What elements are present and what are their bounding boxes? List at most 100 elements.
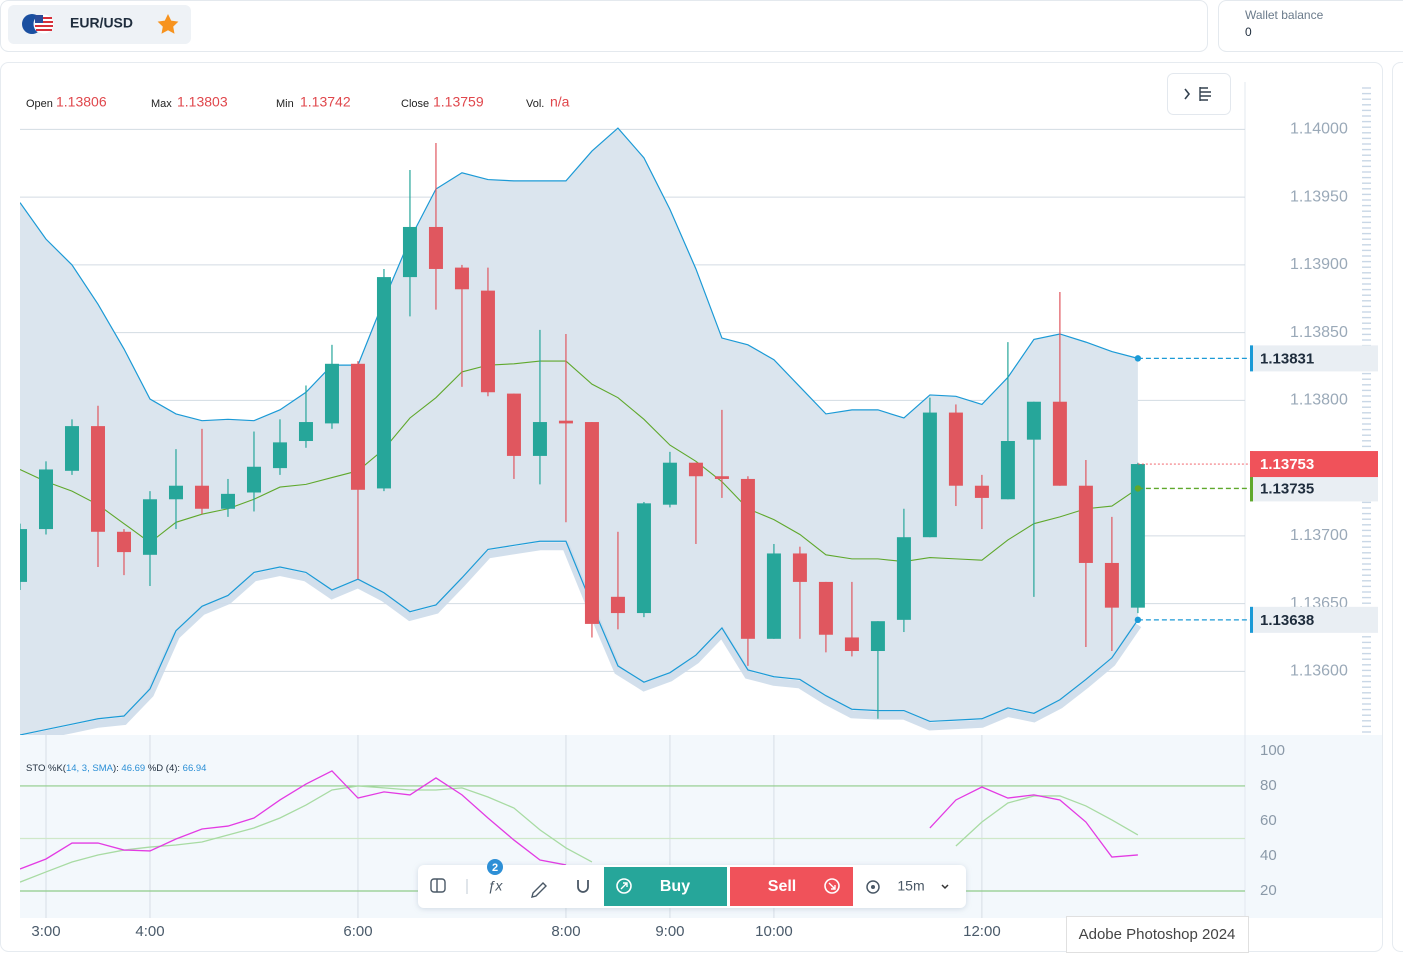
tooltip-bg — [1066, 916, 1249, 953]
button-bg — [1167, 73, 1231, 115]
oscillator-line — [20, 770, 1138, 870]
price-markers: 1.13831 1.13638 1.13735 1.13753 — [1134, 345, 1378, 633]
candle-body — [220, 493, 235, 509]
band-upper — [20, 127, 1139, 422]
sell-icon — [828, 882, 836, 890]
y-tick-label: 20 — [1260, 882, 1277, 899]
candle-body — [1052, 401, 1067, 486]
candle-body — [454, 267, 469, 290]
candle-body — [922, 412, 937, 538]
dropdown-icon — [941, 884, 949, 890]
list-icon — [1199, 87, 1211, 101]
ohlc-value: n/a — [550, 94, 570, 110]
candle-body — [376, 277, 391, 489]
template-button[interactable] — [430, 878, 446, 893]
pill-bg — [8, 5, 191, 44]
side-panel — [1392, 62, 1403, 952]
band-lower — [20, 540, 1139, 735]
magnet-button[interactable] — [577, 880, 589, 893]
symbol: EUR/USD — [70, 15, 133, 31]
sell-button[interactable]: Sell — [730, 867, 853, 906]
price-box — [1250, 345, 1378, 372]
legend-sep: ): — [113, 763, 119, 774]
y-tick-label: 100 — [1260, 742, 1285, 759]
candle-body — [90, 426, 105, 532]
candle-body — [584, 422, 599, 624]
candle-body — [714, 476, 729, 479]
x-tick-label: 4:00 — [135, 923, 164, 940]
candle-body — [480, 290, 495, 393]
price-box — [1250, 606, 1378, 633]
candle-body — [1000, 441, 1015, 500]
draw-button[interactable] — [531, 882, 547, 898]
favorite-star[interactable] — [157, 14, 179, 34]
candle-body — [610, 596, 625, 614]
oscillator-legend: STO %K(14, 3, SMA): 46.69 %D (4): 66.94 — [26, 763, 206, 774]
band-shadow — [24, 542, 1142, 735]
y-tick-label: 1.13850 — [1290, 324, 1348, 341]
y-tick-label: 60 — [1260, 812, 1277, 829]
candle-body — [272, 442, 287, 469]
candle-body — [558, 420, 573, 424]
candle-body — [402, 226, 417, 278]
price-box — [1250, 475, 1378, 502]
y-tick-label: 1.14000 — [1290, 121, 1348, 138]
interval-select[interactable]: 15m — [897, 878, 949, 894]
buy-label: Buy — [660, 878, 690, 895]
indicators-button[interactable]: ƒx — [488, 878, 504, 894]
icon — [871, 885, 875, 889]
candle-body — [1130, 464, 1145, 608]
ohlc-value: 1.13742 — [300, 94, 351, 110]
buy-icon — [620, 882, 628, 890]
price-box — [1250, 451, 1378, 478]
candle-body — [168, 485, 183, 500]
y-tick-label: 40 — [1260, 847, 1277, 864]
symbol-pill[interactable]: EUR/USD — [8, 5, 191, 44]
candle-body — [896, 537, 911, 620]
ohlc-label: Close — [401, 98, 429, 110]
settings-button[interactable] — [866, 880, 880, 894]
candle-body — [20, 529, 27, 582]
candle-body — [792, 553, 807, 582]
wallet-value: 0 — [1245, 25, 1252, 39]
candle-body — [142, 499, 157, 555]
icon — [577, 880, 589, 893]
legend-params: 14, 3, SMA — [66, 763, 114, 774]
legend-d: 66.94 — [183, 763, 207, 774]
panel-toggle[interactable] — [1167, 73, 1231, 115]
price-box-bar — [1250, 475, 1253, 502]
y-tick-label: 1.13700 — [1290, 527, 1348, 544]
tooltip: Adobe Photoshop 2024 — [1079, 926, 1236, 943]
ohlc-label: Max — [151, 98, 172, 110]
candle-body — [974, 485, 989, 498]
y-tick-label: 1.13600 — [1290, 663, 1348, 680]
price-box-bar — [1250, 345, 1253, 372]
icon — [866, 880, 880, 894]
x-tick-label: 9:00 — [655, 923, 684, 940]
candle-body — [298, 422, 313, 442]
buy-icon — [616, 878, 632, 894]
candle-body — [428, 226, 443, 269]
wallet-card — [1218, 0, 1403, 52]
ohlc-label: Vol. — [526, 98, 544, 110]
ohlc-row: Open 1.13806 Max 1.13803 Min 1.13742 Clo… — [26, 94, 570, 110]
price-box-bar — [1250, 606, 1253, 633]
price-plot — [20, 127, 1245, 735]
wallet-label: Wallet balance — [1245, 8, 1324, 22]
candle-body — [194, 485, 209, 509]
ohlc-value: 1.13806 — [56, 94, 107, 110]
candle-body — [64, 426, 79, 471]
candle-body — [818, 581, 833, 635]
toolbar: ƒx 2 Buy Sell 15m — [418, 859, 966, 908]
candle-body — [1026, 401, 1041, 440]
ohlc-value: 1.13803 — [177, 94, 228, 110]
x-tick-label: 6:00 — [343, 923, 372, 940]
fx-icon: ƒx — [488, 878, 504, 894]
interval: 15m — [897, 878, 924, 894]
y-tick-label: 1.13900 — [1290, 256, 1348, 273]
sell-label: Sell — [768, 878, 796, 895]
price-dot — [1134, 355, 1142, 362]
x-tick-label: 12:00 — [963, 923, 1001, 940]
buy-button[interactable]: Buy — [604, 867, 727, 906]
